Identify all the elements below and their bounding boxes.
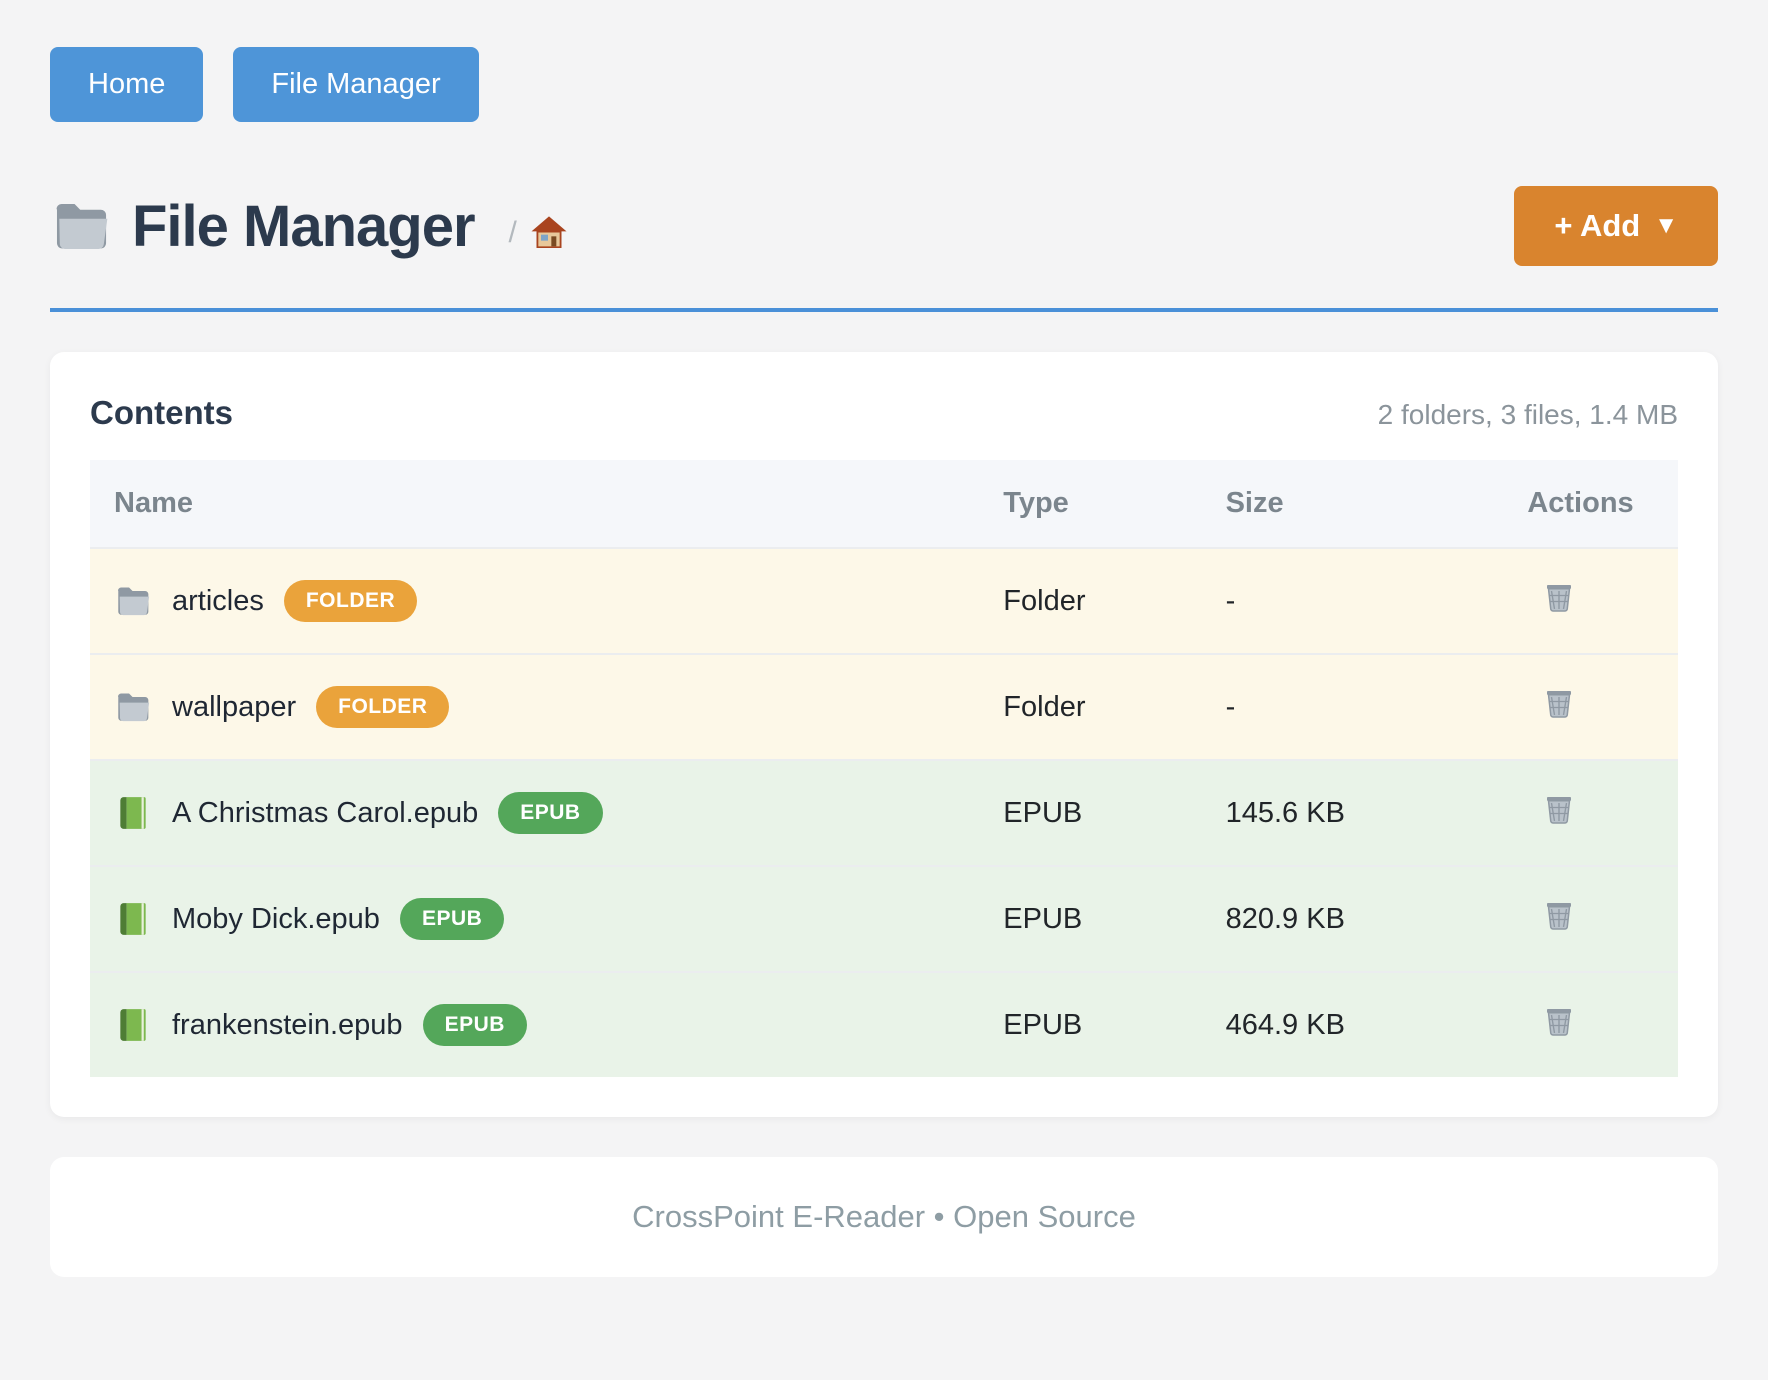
file-name[interactable]: frankenstein.epub: [172, 1008, 403, 1041]
folder-icon: [114, 582, 152, 620]
contents-title: Contents: [90, 394, 233, 431]
table-row: Moby Dick.epub EPUB EPUB 820.9 KB: [90, 866, 1678, 972]
file-name[interactable]: A Christmas Carol.epub: [172, 796, 479, 829]
title-group: File Manager /: [50, 193, 569, 260]
trash-icon: [1541, 579, 1577, 615]
file-name[interactable]: articles: [172, 584, 264, 617]
trash-icon: [1541, 685, 1577, 721]
type-cell: EPUB: [1003, 1008, 1083, 1041]
footer: CrossPoint E-Reader • Open Source: [50, 1157, 1718, 1277]
page: Home File Manager File Manager / + Add ▼…: [50, 47, 1718, 1277]
home-button[interactable]: Home: [50, 47, 204, 122]
contents-summary: 2 folders, 3 files, 1.4 MB: [1377, 399, 1678, 430]
size-cell: -: [1225, 690, 1236, 723]
size-cell: -: [1225, 584, 1236, 617]
folder-icon: [114, 688, 152, 726]
add-button[interactable]: + Add ▼: [1514, 186, 1718, 266]
book-icon: [114, 900, 152, 938]
header-divider: [50, 308, 1718, 312]
trash-icon: [1541, 1003, 1577, 1039]
type-cell: EPUB: [1003, 796, 1083, 829]
breadcrumb: /: [509, 213, 569, 253]
type-badge: FOLDER: [283, 580, 418, 622]
type-cell: Folder: [1003, 690, 1086, 723]
delete-button[interactable]: [1541, 791, 1577, 827]
table-row: wallpaper FOLDER Folder -: [90, 654, 1678, 760]
trash-icon: [1541, 791, 1577, 827]
table-row: A Christmas Carol.epub EPUB EPUB 145.6 K…: [90, 760, 1678, 866]
contents-header: Contents 2 folders, 3 files, 1.4 MB: [90, 394, 1678, 432]
breadcrumb-separator: /: [508, 216, 517, 249]
file-table: Name Type Size Actions articles FOLDER F…: [90, 460, 1678, 1077]
column-header-actions: Actions: [1527, 487, 1634, 519]
add-button-label: + Add: [1554, 208, 1641, 243]
file-name[interactable]: wallpaper: [172, 690, 297, 723]
column-header-type: Type: [1003, 487, 1069, 519]
book-icon: [114, 1006, 152, 1044]
home-icon[interactable]: [529, 213, 569, 253]
contents-card: Contents 2 folders, 3 files, 1.4 MB Name…: [50, 352, 1718, 1117]
type-cell: EPUB: [1003, 902, 1083, 935]
trash-icon: [1541, 897, 1577, 933]
size-cell: 464.9 KB: [1225, 1008, 1345, 1041]
column-header-size: Size: [1225, 487, 1284, 519]
size-cell: 820.9 KB: [1225, 902, 1345, 935]
table-row: articles FOLDER Folder -: [90, 548, 1678, 654]
type-badge: EPUB: [399, 898, 505, 940]
page-title: File Manager: [132, 193, 476, 259]
delete-button[interactable]: [1541, 579, 1577, 615]
table-header-row: Name Type Size Actions: [90, 460, 1678, 548]
column-header-name: Name: [114, 487, 193, 519]
type-cell: Folder: [1003, 584, 1086, 617]
type-badge: EPUB: [498, 792, 603, 834]
file-manager-button[interactable]: File Manager: [233, 47, 479, 122]
file-name[interactable]: Moby Dick.epub: [172, 902, 380, 935]
type-badge: FOLDER: [316, 686, 450, 728]
size-cell: 145.6 KB: [1225, 796, 1345, 829]
page-header: File Manager / + Add ▼: [50, 186, 1718, 266]
caret-down-icon: ▼: [1654, 212, 1678, 239]
folder-icon: [50, 195, 112, 257]
type-badge: EPUB: [422, 1004, 527, 1046]
footer-text: CrossPoint E-Reader • Open Source: [632, 1199, 1136, 1234]
top-nav: Home File Manager: [50, 47, 1718, 122]
delete-button[interactable]: [1541, 897, 1577, 933]
book-icon: [114, 794, 152, 832]
table-row: frankenstein.epub EPUB EPUB 464.9 KB: [90, 972, 1678, 1077]
delete-button[interactable]: [1541, 1003, 1577, 1039]
delete-button[interactable]: [1541, 685, 1577, 721]
